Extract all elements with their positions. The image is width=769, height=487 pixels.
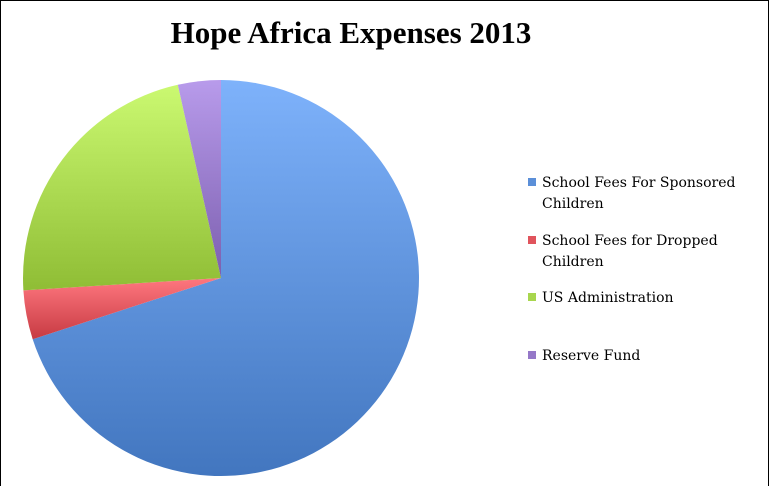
legend-swatch bbox=[528, 351, 536, 359]
legend-label: School Fees for Dropped Children bbox=[542, 233, 718, 270]
legend-label: Reserve Fund bbox=[542, 348, 641, 364]
pie-slice bbox=[22, 84, 222, 291]
pie-slice bbox=[177, 80, 221, 278]
legend-label: School Fees For Sponsored Children bbox=[542, 175, 736, 212]
legend-swatch bbox=[528, 293, 536, 301]
pie-slice bbox=[23, 278, 221, 340]
pie-slice bbox=[32, 80, 419, 476]
legend-swatch bbox=[528, 178, 536, 186]
chart-title: Hope Africa Expenses 2013 bbox=[170, 15, 532, 50]
legend-label: US Administration bbox=[542, 290, 674, 306]
legend-swatch bbox=[528, 236, 536, 244]
